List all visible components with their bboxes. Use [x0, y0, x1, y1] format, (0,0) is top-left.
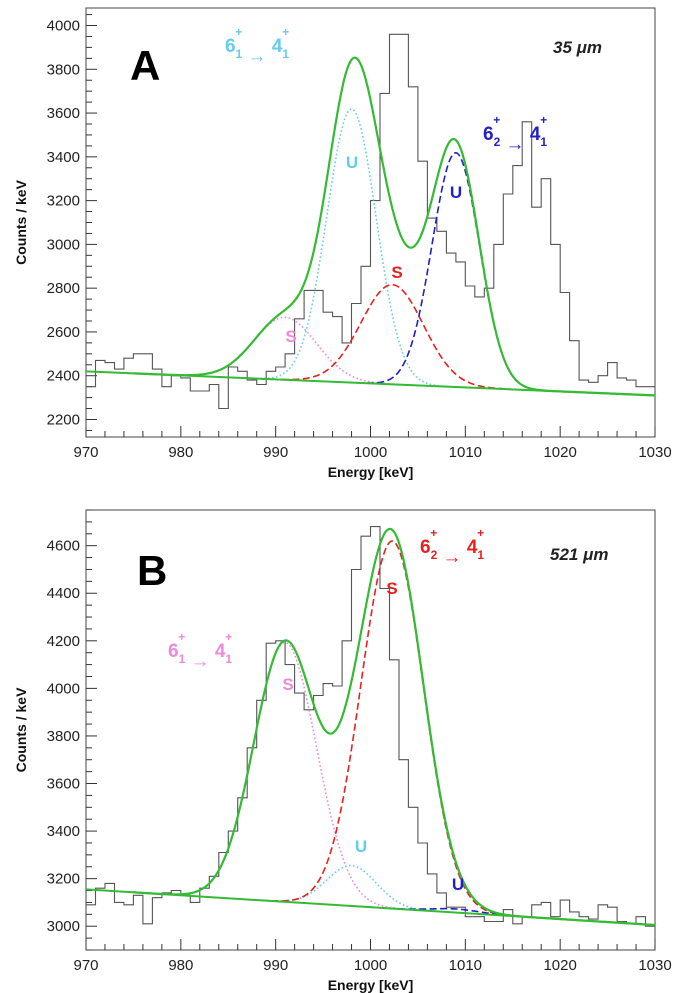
x-tick-label: 1030 [638, 957, 671, 974]
y-tick-label: 4200 [47, 633, 80, 650]
panel-letter: B [137, 547, 167, 594]
x-tick-label: 990 [263, 444, 288, 461]
y-axis-title: Counts / keV [13, 687, 29, 772]
peak-tag-label: U [450, 183, 462, 202]
y-tick-label: 3400 [47, 149, 80, 166]
x-tick-label: 1030 [638, 444, 671, 461]
peak-tag-label: U [346, 153, 358, 172]
x-tick-label: 1010 [449, 444, 482, 461]
y-axis-title: Counts / keV [13, 179, 29, 264]
y-tick-label: 4400 [47, 585, 80, 602]
x-tick-label: 980 [168, 444, 193, 461]
peak-component-s [260, 540, 524, 918]
peak-tag-label: U [355, 837, 367, 856]
transition-label: 62+ → 41+ [483, 113, 547, 155]
transition-label: 62+ → 41+ [420, 526, 484, 568]
y-tick-label: 3200 [47, 871, 80, 888]
y-tick-label: 3400 [47, 823, 80, 840]
y-tick-label: 3000 [47, 918, 80, 935]
x-tick-label: 980 [168, 957, 193, 974]
total-fit-curve [133, 56, 655, 397]
peak-tag-label: S [391, 263, 402, 282]
plot-frame [85, 509, 656, 951]
peak-tag-label: S [386, 579, 397, 598]
x-tick-label: 970 [73, 444, 98, 461]
y-tick-label: 4600 [47, 538, 80, 555]
x-axis-title: Energy [keV] [328, 977, 414, 993]
x-tick-label: 990 [263, 957, 288, 974]
transition-label: 61+ → 41+ [225, 25, 289, 67]
thickness-label: 521 μm [550, 545, 608, 564]
panel-letter: A [130, 42, 160, 89]
total-fit-curve [133, 527, 655, 927]
data-histogram [86, 526, 655, 927]
x-tick-label: 970 [73, 957, 98, 974]
peak-tag-label: S [282, 675, 293, 694]
data-histogram [86, 33, 655, 410]
panel-b: 970 980 990 1000 1010 1020 1030 3000 3200 3400 360… [13, 509, 672, 993]
x-tick-label: 1020 [543, 957, 576, 974]
y-tick-label: 4000 [47, 680, 80, 697]
y-tick-label: 3200 [47, 193, 80, 210]
y-tick-label: 2200 [47, 411, 80, 428]
x-tick-label: 1000 [354, 444, 387, 461]
x-axis-title: Energy [keV] [328, 464, 414, 480]
peak-tag-label: S [285, 327, 296, 346]
y-tick-label: 3800 [47, 728, 80, 745]
y-tick-label: 3800 [47, 61, 80, 78]
y-tick-label: 4000 [47, 18, 80, 35]
peak-tag-label: U [452, 875, 464, 894]
panel-a: 970 980 990 1000 1010 1020 1030 2200 2400 2600 280… [13, 7, 672, 480]
y-tick-label: 3000 [47, 236, 80, 253]
y-tick-label: 2400 [47, 368, 80, 385]
peak-component-u [248, 108, 455, 388]
x-tick-label: 1000 [354, 957, 387, 974]
y-tick-label: 3600 [47, 776, 80, 793]
y-tick-label: 2800 [47, 280, 80, 297]
y-tick-label: 2600 [47, 324, 80, 341]
transition-label: 61+ → 41+ [168, 630, 232, 672]
x-tick-label: 1010 [449, 957, 482, 974]
peak-component-s [260, 283, 524, 391]
thickness-label: 35 μm [553, 38, 602, 57]
x-tick-label: 1020 [543, 444, 576, 461]
y-tick-label: 3600 [47, 105, 80, 122]
